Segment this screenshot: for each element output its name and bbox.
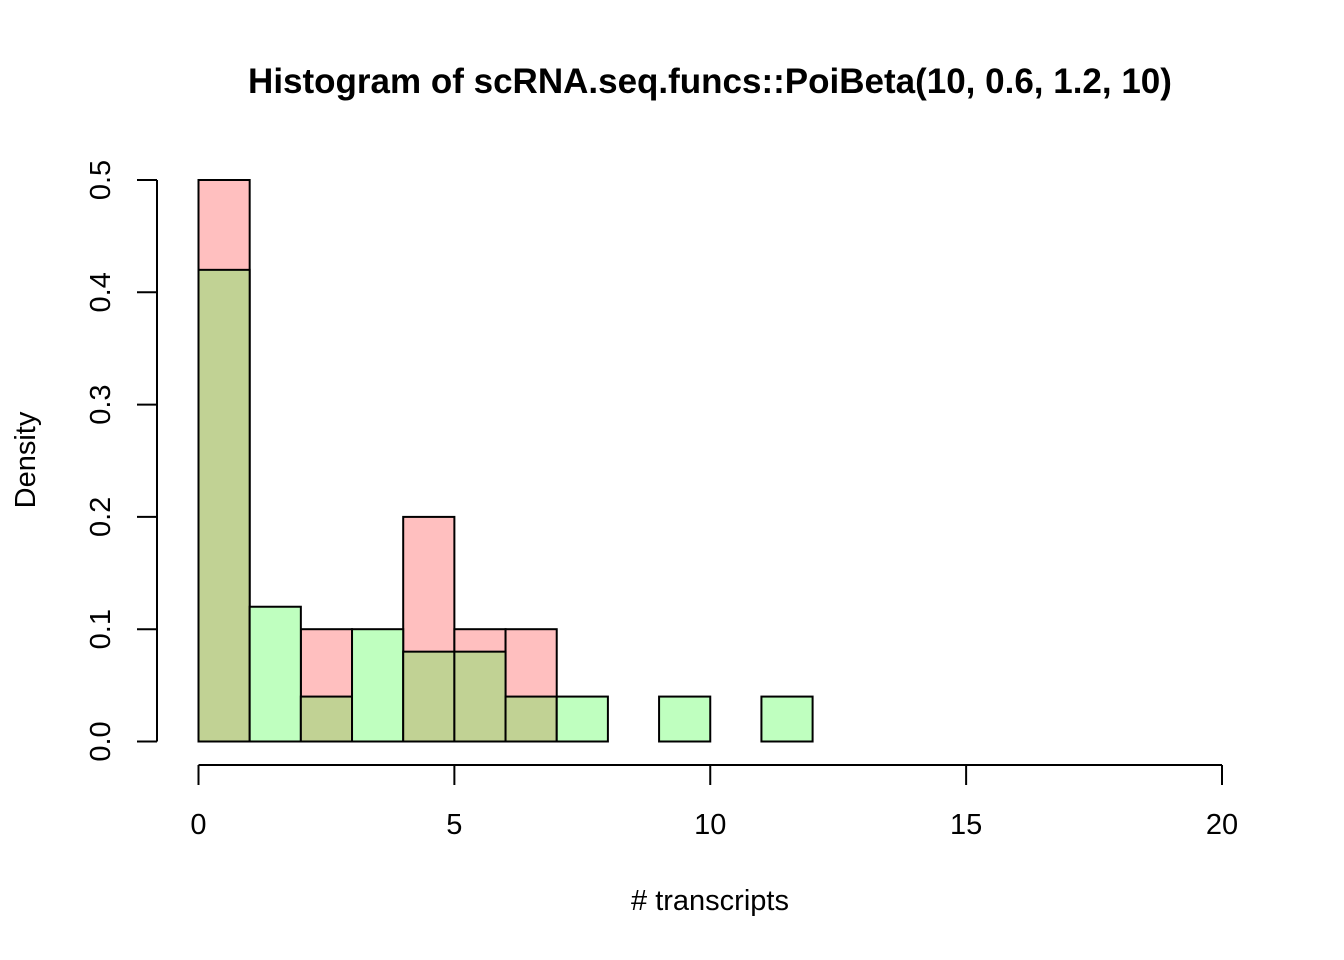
bar-series2-bin-6 bbox=[504, 695, 558, 743]
y-tick-label-5: 0.5 bbox=[85, 160, 117, 200]
x-axis-label: # transcripts bbox=[631, 885, 789, 917]
x-tick-label-2: 10 bbox=[694, 809, 726, 841]
bar-series2-bin-7 bbox=[555, 695, 609, 743]
y-tick-label-2: 0.2 bbox=[85, 497, 117, 537]
bar-series2-bin-1 bbox=[248, 605, 302, 743]
x-tick-label-3: 15 bbox=[950, 809, 982, 841]
bar-series2-bin-4 bbox=[402, 650, 456, 743]
y-tick-label-1: 0.1 bbox=[85, 609, 117, 649]
y-tick-label-3: 0.3 bbox=[85, 384, 117, 424]
y-axis: 0.0 0.1 0.2 0.3 0.4 0.5 bbox=[85, 160, 158, 762]
bar-series2-bin-2 bbox=[299, 695, 354, 743]
x-tick-label-1: 5 bbox=[446, 809, 462, 841]
bar-series2-bin-9 bbox=[658, 695, 712, 743]
x-tick-label-4: 20 bbox=[1206, 809, 1238, 841]
y-tick-label-0: 0.0 bbox=[85, 721, 117, 761]
x-tick-label-0: 0 bbox=[190, 809, 206, 841]
y-axis-label: Density bbox=[10, 411, 42, 508]
bar-series2-bin-0 bbox=[197, 268, 251, 743]
bar-series2-bin-11 bbox=[760, 695, 814, 743]
chart-title: Histogram of scRNA.seq.funcs::PoiBeta(10… bbox=[248, 62, 1172, 101]
x-axis: 0 5 10 15 20 bbox=[190, 764, 1238, 841]
bars-layer bbox=[197, 179, 814, 743]
bar-series2-bin-5 bbox=[453, 650, 507, 743]
y-tick-label-4: 0.4 bbox=[85, 272, 117, 312]
bar-series2-bin-3 bbox=[351, 628, 405, 743]
